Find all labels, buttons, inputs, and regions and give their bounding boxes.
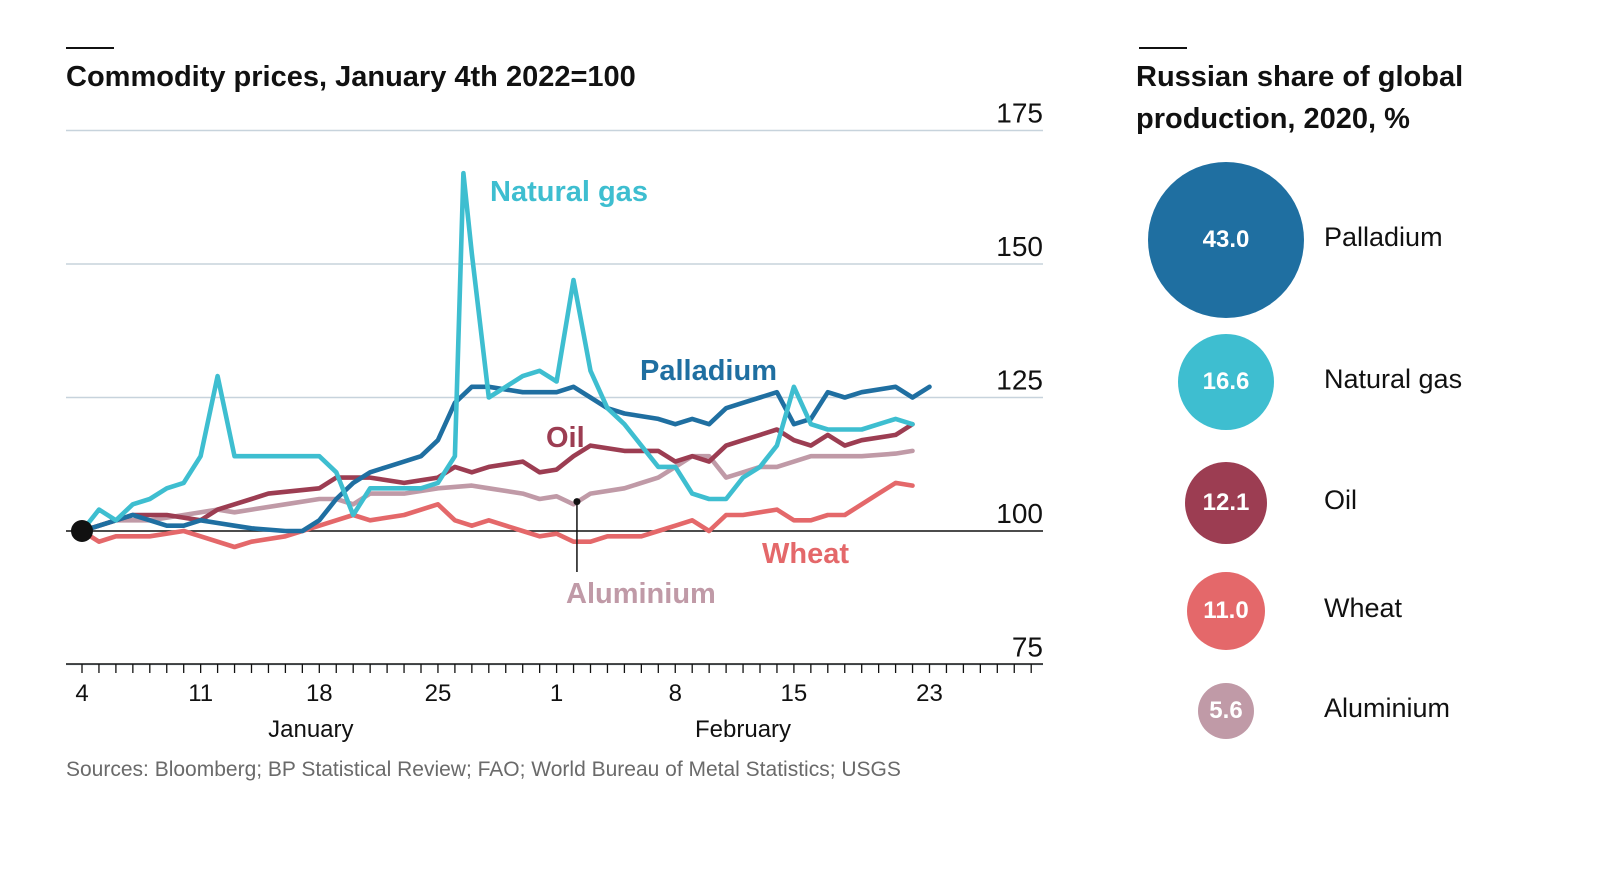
bubble-palladium: 43.0: [1148, 162, 1304, 318]
series-line-wheat: [79, 480, 915, 550]
y-tick-label: 75: [1012, 632, 1043, 663]
x-tick-label: 4: [75, 680, 88, 707]
y-tick-label: 175: [996, 98, 1043, 129]
right-title-rule: [1139, 47, 1187, 49]
bubble-value-label: 11.0: [1203, 596, 1249, 624]
x-tick-label: 11: [188, 680, 213, 707]
x-tick-label: 23: [916, 680, 943, 707]
x-tick-label: 18: [306, 680, 333, 707]
x-tick-label: 8: [669, 680, 682, 707]
bubble-chart-title: Russian share of global production, 2020…: [1136, 61, 1464, 135]
bubble-name-label: Oil: [1324, 485, 1357, 515]
x-tick-label: 15: [781, 680, 808, 707]
bubble-value-label: 16.6: [1202, 367, 1250, 395]
bubble-oil: 12.1: [1184, 461, 1268, 545]
series-line-aluminium: [79, 448, 915, 534]
series-label-aluminium: Aluminium: [566, 578, 716, 610]
series-line-natural-gas: [79, 170, 915, 534]
bubble-name-label: Palladium: [1324, 222, 1443, 252]
aluminium-pointer-dot: [573, 498, 581, 506]
month-label: February: [695, 716, 791, 743]
series-label-natural-gas: Natural gas: [490, 176, 648, 208]
bubble-value-label: 43.0: [1202, 226, 1250, 253]
y-tick-label: 150: [996, 231, 1043, 262]
series-label-palladium: Palladium: [640, 355, 777, 387]
bubble-value-label: 12.1: [1202, 488, 1250, 516]
start-point-marker: [71, 520, 93, 542]
left-title-rule: [66, 47, 114, 49]
series-label-oil: Oil: [546, 422, 585, 454]
x-tick-label: 25: [425, 680, 452, 707]
y-tick-label: 125: [996, 365, 1043, 396]
bubble-name-label: Aluminium: [1324, 693, 1451, 723]
source-note: Sources: Bloomberg; BP Statistical Revie…: [66, 758, 901, 781]
bubble-aluminium: 5.6: [1197, 682, 1255, 740]
month-label: January: [268, 716, 353, 743]
chart-title: Commodity prices, January 4th 2022=100: [66, 61, 636, 93]
y-tick-label: 100: [996, 498, 1043, 529]
bubble-name-label: Wheat: [1324, 593, 1403, 623]
bubble-value-label: 5.6: [1209, 696, 1243, 724]
x-tick-label: 1: [550, 680, 563, 707]
series-label-wheat: Wheat: [762, 538, 849, 570]
bubble-natural-gas: 16.6: [1177, 333, 1275, 431]
bubble-wheat: 11.0: [1186, 571, 1266, 651]
bubble-name-label: Natural gas: [1324, 364, 1463, 394]
